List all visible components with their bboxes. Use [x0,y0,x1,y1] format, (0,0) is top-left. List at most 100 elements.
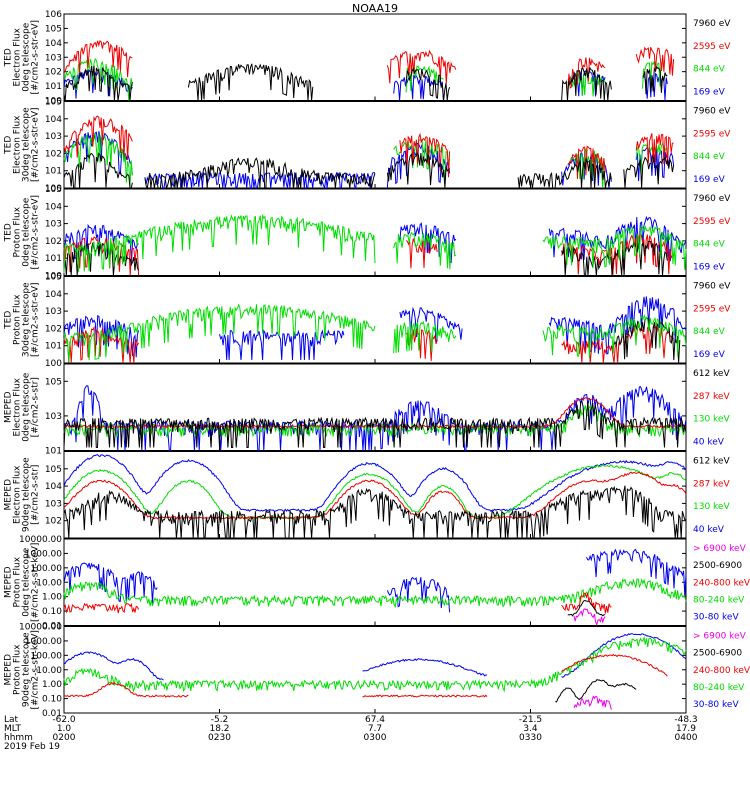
y-tick-label: 10.00 [36,578,62,588]
legend-entry: 287 keV [693,392,730,402]
y-tick-label: 106 [45,10,62,20]
legend-entry: 287 keV [693,479,730,489]
panel-ted-e-0: 100 101 102 103 104 105 106 TEDElectron Flux0de… [4,10,732,107]
legend-entry: 80-240 keV [693,595,745,605]
series-blue [63,548,687,613]
panel-meped-p-0: 0.010.101.0010.00100.001000.0010000.00ME… [4,535,750,632]
y-tick-label: 1000.00 [25,637,62,647]
y-tick-label: 0.10 [42,695,62,705]
y-tick-label: 100 [45,97,62,107]
y-tick-label: 10000.00 [19,623,62,633]
panel-meped-e-0: 101 103 105 MEPEDElectron Flux0deg telescop… [4,363,730,457]
footer-lat: 67.4 [365,715,385,725]
y-tick-label: 10.00 [36,666,62,676]
y-axis-label-line: Proton Flux [13,206,23,257]
y-axis-label-line: Electron Flux [13,115,23,174]
series-green [63,464,687,520]
footer-hhmm: 0330 [519,733,542,743]
series-blue [63,454,687,513]
y-axis-label-line: TED [4,48,14,67]
y-tick-label: 100 [45,359,62,369]
footer-hhmm: 0230 [208,733,231,743]
legend-entry: 30-80 keV [693,613,739,623]
footer-lat: -21.5 [519,715,542,725]
footer-mlt: 1.0 [57,724,72,734]
y-axis-label-line: TED [4,311,14,330]
y-tick-label: 105 [45,465,62,475]
y-tick-label: 100 [45,272,62,282]
series-red [63,115,674,179]
legend-entry: 2595 eV [693,42,731,52]
legend-entry: 7960 eV [693,194,731,204]
legend-entry: 169 eV [693,263,726,273]
legend-entry: 30-80 keV [693,700,739,710]
y-axis-label: TEDProton Flux0deg telescope[#/cm2-s-str… [4,195,41,270]
series-green [63,58,662,101]
legend-entry: 844 eV [693,327,726,337]
panel-ted-e-30: 100 101 102 103 104 105 TEDElectron Flux30deg … [4,98,732,195]
y-tick-label: 10000.00 [19,535,62,545]
series-black [555,678,637,703]
legend-entry: 844 eV [693,240,726,250]
y-tick-label: 103 [45,307,62,317]
footer-mlt: 18.2 [209,724,229,734]
y-tick-label: 104 [45,202,62,212]
y-axis-label-line: [#/cm2-s-str-keV] [31,543,41,622]
y-tick-label: 105 [45,24,62,34]
series-green [63,404,687,439]
y-axis-label-line: Proton Flux [13,294,23,345]
legend-entry: 240-800 keV [693,666,750,676]
y-axis-label-line: 0deg telescope [22,22,32,92]
panel-meped-p-90: 0.010.101.0010.00100.001000.0010000.00ME… [4,623,750,720]
y-axis-label-line: Electron Flux [13,377,23,436]
y-tick-label: 104 [45,39,62,49]
series-black [63,63,668,101]
y-axis-label-line: Electron Flux [13,465,23,524]
y-tick-label: 102 [45,324,62,334]
series-blue [63,633,687,681]
y-axis-label-line: 0deg telescope [22,197,32,267]
y-tick-label: 102 [45,237,62,247]
footer-hhmm: 0200 [53,733,76,743]
series-magenta [573,695,612,710]
series-green [63,577,687,608]
legend-entry: 2595 eV [693,304,731,314]
series-red [63,397,686,429]
series-green [63,635,687,693]
legend-entry: 7960 eV [693,107,731,117]
y-axis-label-line: 30deg telescope [22,282,32,357]
y-axis-label: TEDElectron Flux0deg telescope[#/cm2-s-s… [4,20,41,95]
series-green [63,213,687,274]
y-axis-label: MEPEDElectron Flux0deg telescope[#/cm2-s… [4,372,41,442]
y-tick-label: 104 [45,290,62,300]
y-axis-label-line: MEPED [4,654,14,686]
footer-row-label: MLT [4,724,22,734]
y-tick-label: 102 [45,517,62,527]
y-tick-label: 0.10 [42,607,62,617]
panel-ted-p-0: 100 101 102 103 104 105 TEDProton Flux0deg tel… [4,185,732,282]
y-tick-label: 1.00 [42,680,62,690]
panel-frame [63,276,687,364]
legend-entry: 2595 eV [693,129,731,139]
series-red [63,653,668,698]
y-axis-label-line: [#/cm2-s-str-keV] [31,630,41,709]
y-tick-label: 102 [45,149,62,159]
legend-entry: 130 keV [693,415,730,425]
series-blue [63,385,687,451]
y-tick-label: 103 [45,220,62,230]
y-axis-label-line: [#/cm2-s-str] [31,465,41,525]
y-tick-label: 104 [45,115,62,125]
footer-row-label: hhmm [4,733,33,743]
y-tick-label: 103 [45,412,62,422]
y-axis-label: MEPEDProton Flux0deg telescope[#/cm2-s-s… [4,543,41,622]
panel-frame [63,538,687,626]
series-green [63,133,668,189]
series-red [63,40,675,90]
legend-entry: 169 eV [693,350,726,360]
y-axis-label-line: [#/cm2-s-str-eV] [31,107,41,182]
y-tick-label: 105 [45,98,62,108]
legend-entry: 7960 eV [693,19,731,29]
